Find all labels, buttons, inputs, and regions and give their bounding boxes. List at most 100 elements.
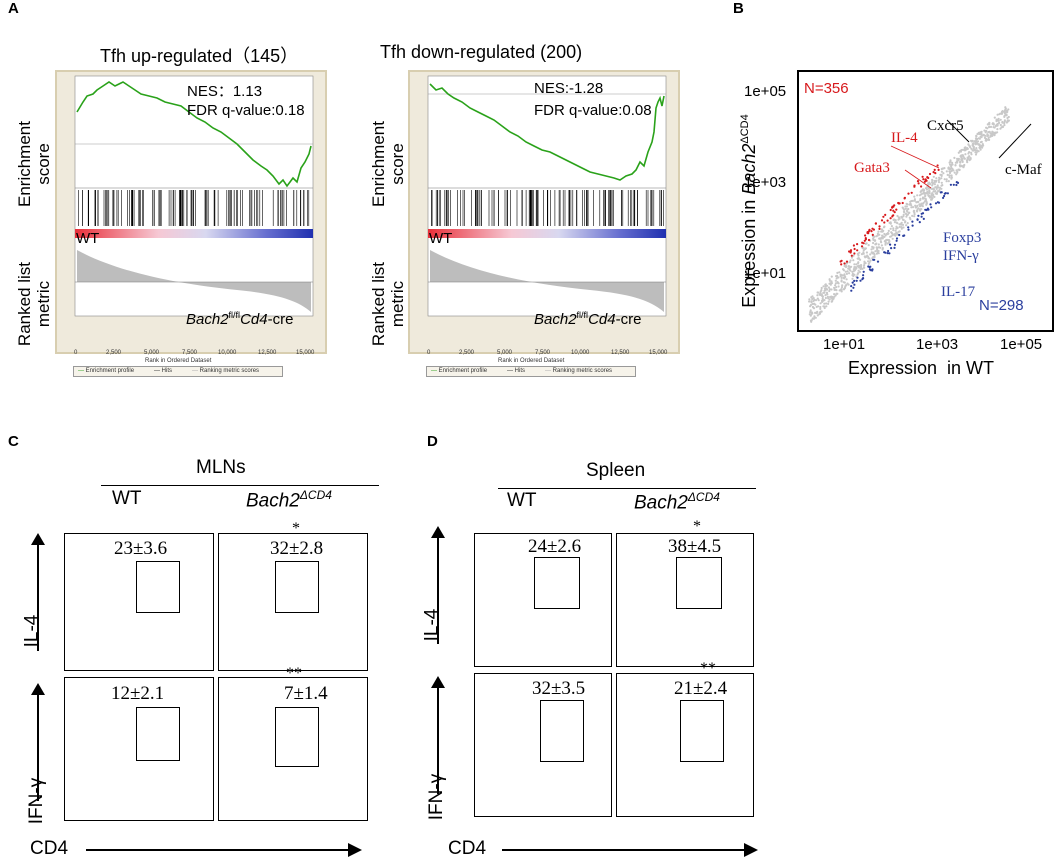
- scatter-point: [813, 298, 816, 302]
- gsea-left-title: Tfh up-regulated（145）: [100, 46, 299, 66]
- xtick: 12,500: [611, 350, 630, 356]
- xtick: 7,500: [182, 350, 198, 356]
- scatter-point: [850, 256, 854, 259]
- scatter-point: [867, 238, 871, 242]
- scatter-point: [812, 307, 816, 310]
- scatter-point: [868, 228, 871, 231]
- scatter-points: [808, 106, 1010, 323]
- scatter-point: [893, 211, 896, 214]
- scatter-point: [901, 201, 904, 205]
- scatter-point: [872, 241, 875, 245]
- scatter-point: [916, 200, 919, 204]
- scatter-point: [928, 172, 932, 176]
- scatter-point: [810, 319, 813, 322]
- scatter-point: [958, 168, 961, 171]
- scatter-point: [955, 173, 958, 176]
- scatter-point: [883, 221, 886, 224]
- scatter-point: [846, 270, 849, 273]
- scatter-point: [905, 202, 908, 205]
- scatter-point: [975, 135, 978, 138]
- scatter-point: [823, 287, 826, 290]
- scatter-point: [956, 160, 959, 163]
- scatter-point: [897, 230, 900, 233]
- scatter-point: [844, 270, 847, 273]
- heat-bar: [428, 229, 666, 238]
- scatter-point: [892, 214, 895, 217]
- scatter-point: [852, 259, 855, 262]
- scatter-point: [904, 212, 908, 215]
- scatter-point: [943, 178, 946, 181]
- scatter-point: [848, 261, 851, 264]
- enrichment-score-label: Enrichment score: [369, 121, 407, 207]
- scatter-point: [818, 311, 821, 315]
- scatter-point: [873, 235, 876, 238]
- scatter-point: [902, 215, 905, 218]
- scatter-point: [946, 192, 949, 195]
- scatter-point: [929, 203, 932, 206]
- scatter-point: [842, 268, 845, 271]
- scatter-point: [840, 274, 844, 277]
- legend-item: — Enrichment profile: [78, 368, 135, 374]
- gsea-left-ko: Bach2fl/flCd4-cre: [186, 310, 294, 328]
- scatter-point: [809, 309, 812, 312]
- scatter-point: [818, 293, 821, 296]
- scatter-point: [880, 244, 883, 247]
- scatter-point: [954, 164, 957, 167]
- scatter-point: [882, 215, 885, 218]
- scatter-point: [830, 295, 833, 298]
- scatter-point: [892, 229, 895, 232]
- star-c-ifng: **: [286, 665, 302, 682]
- scatter-point: [978, 146, 981, 149]
- scatter-point: [870, 248, 873, 251]
- scatter-point: [898, 225, 901, 228]
- scatter-point: [905, 215, 908, 218]
- scatter-point: [930, 206, 933, 209]
- panel-d-tissue: Spleen: [586, 460, 646, 481]
- pct-c-wt-il4: 23±3.6: [114, 538, 168, 559]
- scatter-point: [884, 251, 887, 254]
- scatter-point: [895, 237, 899, 240]
- scatter-point: [849, 249, 853, 252]
- scatter-point: [853, 263, 856, 266]
- n-down-label: N=298: [979, 297, 1024, 314]
- il4-axis-label: IL-4: [421, 608, 443, 642]
- gate: [136, 707, 180, 761]
- scatter-point: [900, 227, 903, 230]
- scatter-point: [992, 122, 995, 125]
- scatter-point: [901, 223, 905, 226]
- scatter-point: [867, 265, 870, 268]
- scatter-point: [895, 239, 898, 242]
- flow-plot-d-ko-il4: [616, 533, 754, 667]
- scatter-point: [902, 226, 905, 229]
- scatter-point: [968, 151, 971, 154]
- scatter-point: [937, 201, 941, 204]
- scatter-point: [949, 160, 952, 163]
- scatter-point: [871, 245, 874, 248]
- scatter-point: [824, 296, 827, 300]
- scatter-point: [828, 289, 831, 293]
- scatter-point: [867, 244, 870, 247]
- scatter-point: [901, 218, 905, 221]
- scatter-point: [1004, 108, 1007, 111]
- panel-c-divider: [101, 485, 379, 486]
- scatter-point: [940, 181, 943, 184]
- scatter-point: [855, 263, 858, 266]
- scatter-point: [859, 258, 862, 261]
- scatter-point: [845, 278, 848, 281]
- scatter-point: [940, 170, 943, 173]
- scatter-point: [917, 214, 920, 217]
- gsea-right-xtitle: Rank in Ordered Dataset: [498, 358, 565, 364]
- scatter-point: [945, 180, 948, 183]
- scatter-point: [920, 215, 923, 218]
- scatter-point: [927, 176, 930, 180]
- scatter-point: [909, 200, 912, 203]
- panel-d-ko: Bach2ΔCD4: [634, 490, 720, 514]
- scatter-point: [924, 208, 927, 211]
- scatter-point: [817, 299, 820, 302]
- scatter-point: [853, 283, 856, 286]
- scatter-point: [1001, 121, 1004, 124]
- scatter-point: [889, 217, 892, 220]
- scatter-point: [858, 270, 862, 274]
- scatter-point: [939, 191, 942, 194]
- gsea-right-fdr: FDR q-value:0.08: [534, 102, 652, 119]
